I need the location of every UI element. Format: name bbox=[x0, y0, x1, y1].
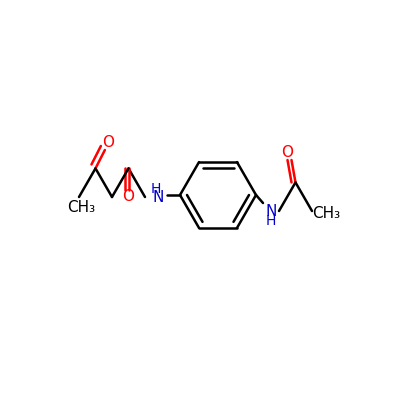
Text: H: H bbox=[266, 214, 276, 228]
Text: H: H bbox=[151, 182, 161, 196]
Text: O: O bbox=[122, 189, 134, 204]
Text: O: O bbox=[282, 144, 294, 160]
Text: CH₃: CH₃ bbox=[67, 200, 95, 214]
Text: O: O bbox=[102, 136, 114, 150]
Text: N: N bbox=[152, 190, 164, 204]
Text: N: N bbox=[265, 204, 277, 218]
Text: CH₃: CH₃ bbox=[312, 206, 340, 220]
